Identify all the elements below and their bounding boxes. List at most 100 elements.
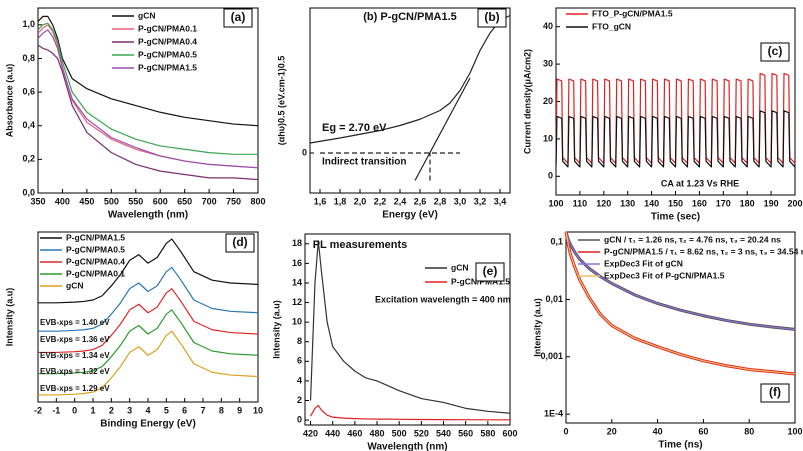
x-tick-label: 2,0	[354, 196, 367, 206]
x-tick-label: 350	[30, 196, 45, 206]
x-axis-label: Time (ns)	[658, 440, 702, 451]
x-tick-label: 800	[250, 196, 265, 206]
y-tick-label: 0	[548, 171, 553, 181]
x-tick-label: 0	[72, 405, 77, 415]
annotation: EVB-xps = 1.36 eV	[40, 335, 110, 344]
x-tick-label: 10	[253, 405, 263, 415]
y-tick-label: 0,1	[550, 236, 563, 246]
x-axis-label: Time (sec)	[651, 212, 700, 223]
panel-label-box	[225, 233, 255, 253]
x-tick-label: 8	[219, 405, 224, 415]
x-tick-label: 2,4	[394, 196, 407, 206]
series-line	[38, 266, 259, 332]
x-tick-label: 6	[182, 405, 187, 415]
annotation: EVB-xps = 1.40 eV	[40, 318, 110, 327]
x-tick-label: 130	[620, 198, 635, 208]
panel-label-box	[475, 262, 505, 282]
x-tick-label: 140	[644, 198, 659, 208]
x-tick-label: -1	[52, 405, 60, 415]
series-line	[37, 15, 259, 127]
series-line	[309, 240, 511, 414]
legend-label: P-gCN/PMA1.5	[138, 62, 197, 72]
x-tick-label: 9	[237, 405, 242, 415]
x-tick-label: 1,6	[314, 196, 327, 206]
annotation: EVB-xps = 1.34 eV	[40, 351, 110, 360]
legend-label: ExpDec3 Fit of P-gCN/PMA1.5	[604, 270, 725, 280]
panel-label: (f)	[769, 385, 781, 399]
legend-label: P-gCN/PMA0.5	[66, 244, 125, 254]
annotation: CA at 1.23 Vs RHE	[661, 178, 739, 188]
x-tick-label: 560	[458, 428, 473, 438]
series-line	[37, 29, 259, 169]
panel-label-box	[760, 383, 790, 403]
x-tick-label: 500	[104, 196, 119, 206]
x-tick-label: 80	[744, 426, 754, 436]
x-tick-label: 5	[164, 405, 169, 415]
y-tick-label: 0,8	[22, 53, 35, 63]
panel-label: (a)	[231, 10, 246, 24]
series-line	[37, 44, 259, 181]
x-tick-label: 540	[436, 428, 451, 438]
y-tick-label: 0,2	[22, 154, 35, 164]
y-tick-label: 14	[292, 277, 302, 287]
x-tick-label: 0	[563, 426, 568, 436]
x-tick-label: 550	[128, 196, 143, 206]
x-axis-label: Wavelength (nm)	[367, 442, 447, 451]
x-tick-label: 160	[692, 198, 707, 208]
y-axis-label: Intensity (a.u)	[532, 298, 542, 357]
series-line	[414, 77, 471, 181]
series-line	[38, 288, 259, 354]
y-tick-label: 0,001	[540, 351, 563, 361]
panel: 1,6 1,8 2,0 2,2 2,4 2,6 2,8 3,0 3,2 3,4 0 Energy (e…	[276, 7, 511, 221]
series-line	[37, 22, 258, 155]
legend-label: ExpDec3 Fit of gCN	[604, 258, 683, 268]
legend-label: P-gCN/PMA1.5	[66, 232, 125, 242]
y-tick-label: 1,0	[22, 19, 35, 29]
y-tick-label: 30	[543, 58, 553, 68]
y-axis-label: (αhυ)0.5 (eV.cm-1)0.5	[276, 56, 286, 145]
y-tick-label: 12	[292, 297, 302, 307]
panel-label-box	[477, 8, 507, 28]
series-line	[38, 309, 259, 375]
x-tick-label: 110	[573, 198, 588, 208]
x-axis-label: Wavelength (nm)	[108, 210, 188, 221]
y-tick-label: 8	[297, 336, 302, 346]
x-tick-label: 520	[414, 428, 429, 438]
x-tick-label: 190	[764, 198, 779, 208]
x-tick-label: 700	[202, 196, 217, 206]
y-tick-label: 0,0	[22, 187, 35, 197]
x-tick-label: 200	[787, 198, 802, 208]
y-axis-label: Intensity (a.u)	[4, 288, 14, 347]
panel-label: (b)	[484, 10, 499, 24]
panel-label: (e)	[483, 264, 498, 278]
series-line	[309, 14, 511, 144]
panel: -2 -1 0 1 2 3 4 5 6 7 8 9 10 Binding Energy (eV) Inten…	[4, 231, 263, 430]
y-tick-label: 0,4	[22, 120, 35, 130]
legend-label: FTO_gCN	[592, 21, 631, 31]
x-tick-label: 2	[109, 405, 114, 415]
legend-label: gCN	[138, 10, 155, 20]
plot-frame	[304, 233, 511, 426]
x-tick-label: 480	[370, 428, 385, 438]
x-tick-label: 40	[653, 426, 663, 436]
panel-label: (d)	[232, 235, 247, 249]
y-tick-label: 10	[292, 317, 302, 327]
x-tick-label: 3	[127, 405, 132, 415]
panel: 0 20 40 60 80 100 1E-4 0,001 0,01 0,1 Time (ns) Int…	[532, 231, 803, 451]
legend-label: gCN / τ₁ = 1.26 ns, τ₂ = 4.76 ns, τ₃ = 2…	[604, 234, 781, 244]
panel-label: (c)	[768, 44, 783, 58]
x-tick-label: 60	[698, 426, 708, 436]
legend-label: FTO_P-gCN/PMA1.5	[592, 8, 673, 18]
x-tick-label: 2,2	[374, 196, 387, 206]
x-tick-label: 3,4	[494, 196, 507, 206]
series-line	[38, 238, 259, 304]
x-axis-label: Binding Energy (eV)	[100, 419, 196, 430]
panel-title: PL measurements	[313, 239, 408, 251]
x-tick-label: 3,0	[454, 196, 467, 206]
plot-frame	[37, 7, 259, 194]
x-tick-label: 170	[716, 198, 731, 208]
y-tick-label: 0	[302, 147, 307, 157]
x-tick-label: 500	[392, 428, 407, 438]
y-tick-label: 10	[543, 133, 553, 143]
